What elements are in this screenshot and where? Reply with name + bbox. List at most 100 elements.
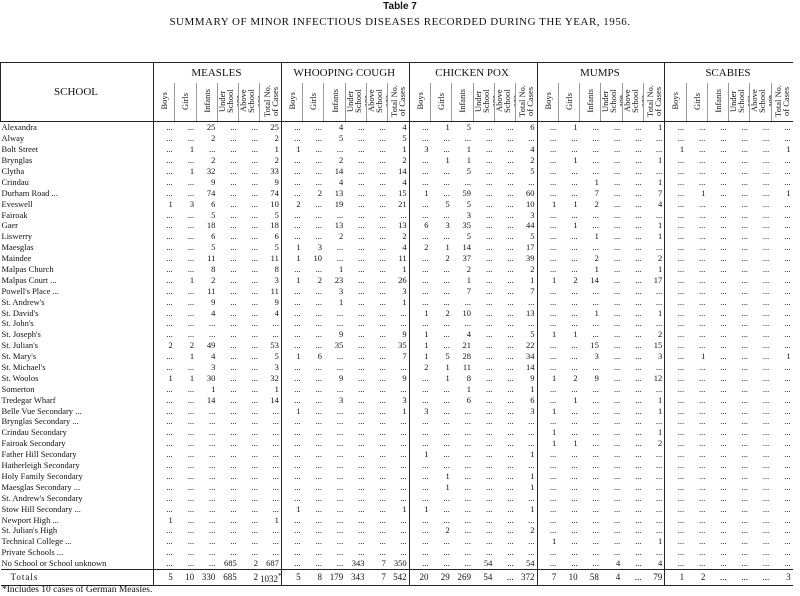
table-row: St. Joseph's........................ 9...… <box>1 328 793 340</box>
cell: ... <box>720 460 727 471</box>
cell: ... <box>741 133 748 144</box>
cell: ... <box>251 372 258 383</box>
cell: ... <box>379 155 386 166</box>
cell: ... <box>741 558 748 569</box>
cell: ... <box>187 503 195 514</box>
cell: ... <box>485 187 493 198</box>
cell: ... <box>485 547 493 558</box>
cell: ... <box>336 525 344 536</box>
cell: ... <box>336 536 344 547</box>
cell: ... <box>315 318 322 329</box>
cell: 1 <box>536 372 559 384</box>
cell: ... <box>507 122 514 133</box>
cell: ... <box>358 492 365 503</box>
cell: 5 <box>530 166 535 176</box>
cell: ... <box>187 155 195 166</box>
cell: 13 <box>334 220 344 231</box>
cell: ... <box>336 351 344 362</box>
cell: ... <box>720 318 727 329</box>
cell: ... <box>315 383 322 394</box>
table-row: Eveswell 1 3 6...... 10 2... 19...... 21... 5 5..… <box>1 198 793 210</box>
cell: ... <box>400 362 407 373</box>
subheader-label: Above School age <box>622 89 644 113</box>
subheader-cell: Girls <box>429 83 452 122</box>
cell: ... <box>762 242 770 253</box>
school-name: St. Andrew's Secondary <box>1 492 83 503</box>
cell: ... <box>592 242 599 253</box>
cell: 2 <box>253 558 258 569</box>
cell: 13 <box>334 187 344 198</box>
cell: 1 <box>658 231 663 242</box>
cell: ... <box>664 121 687 133</box>
cell: ... <box>741 438 748 449</box>
cell: ... <box>408 318 431 329</box>
cell: ... <box>741 187 748 198</box>
cell: ... <box>655 166 663 176</box>
cell: ... <box>400 307 407 318</box>
cell: ... <box>784 231 791 242</box>
cell: ... <box>358 427 365 438</box>
cell: ... <box>664 241 687 253</box>
cell: 2 <box>211 274 216 285</box>
cell: ... <box>741 329 748 340</box>
cell: 1 <box>338 264 344 275</box>
cell: ... <box>762 438 770 449</box>
subheader-cell: Infants <box>323 83 346 122</box>
cell: ... <box>613 449 621 460</box>
cell: ... <box>358 503 365 514</box>
cell: ... <box>720 144 727 155</box>
cell: ... <box>230 133 237 144</box>
cell: ... <box>571 470 578 481</box>
cell: 5 <box>466 231 472 242</box>
cell: ... <box>762 166 770 176</box>
cell: ... <box>507 318 514 329</box>
cell: ... <box>635 470 642 481</box>
cell: ... <box>280 372 303 384</box>
cell: 343 <box>351 558 365 569</box>
school-name: Alway <box>1 133 25 144</box>
school-name: Malpas Court ... <box>1 274 57 285</box>
table-row: Gaer...... 18...... 18...... 13...... 13 6 3 35… <box>1 220 793 231</box>
subheader-cell: Boys <box>408 83 431 122</box>
school-name: Hatherleigh Secondary <box>1 460 80 471</box>
cell: ... <box>230 209 237 220</box>
cell: ... <box>635 383 642 394</box>
cell: 1 <box>408 187 431 199</box>
cell: ... <box>536 252 559 264</box>
cell: ... <box>528 460 535 471</box>
cell: ... <box>379 220 386 231</box>
school-name: Alexandra <box>1 122 37 133</box>
cell: 3 <box>594 351 599 362</box>
cell: ... <box>464 503 472 514</box>
cell: 687 <box>266 558 279 569</box>
cell: ... <box>784 372 791 383</box>
cell: ... <box>507 285 514 296</box>
cell: ... <box>655 492 663 503</box>
cell: ... <box>315 155 322 166</box>
cell: ... <box>507 525 514 536</box>
cell: 6 <box>466 394 472 405</box>
cell: 1 <box>594 231 599 242</box>
cell: 3 <box>338 285 344 296</box>
cell: 1 <box>466 274 472 285</box>
cell: ... <box>528 536 535 547</box>
cell: ... <box>536 557 559 570</box>
cell: ... <box>358 547 365 558</box>
cell: 4 <box>338 176 344 187</box>
cell: ... <box>485 329 493 340</box>
table-row: St. John's..............................… <box>1 318 793 329</box>
cell: ... <box>379 547 386 558</box>
cell: 10 <box>313 253 322 264</box>
cell: ... <box>485 394 493 405</box>
cell: ... <box>664 459 687 471</box>
cell: ... <box>408 514 431 525</box>
cell: ... <box>528 514 535 525</box>
cell: ... <box>741 253 748 264</box>
cell: ... <box>592 558 599 569</box>
cell: ... <box>571 503 578 514</box>
cell: 4 <box>402 242 407 253</box>
cell: ... <box>280 481 303 493</box>
cell: 1 <box>536 198 559 210</box>
cell: ... <box>762 176 770 187</box>
